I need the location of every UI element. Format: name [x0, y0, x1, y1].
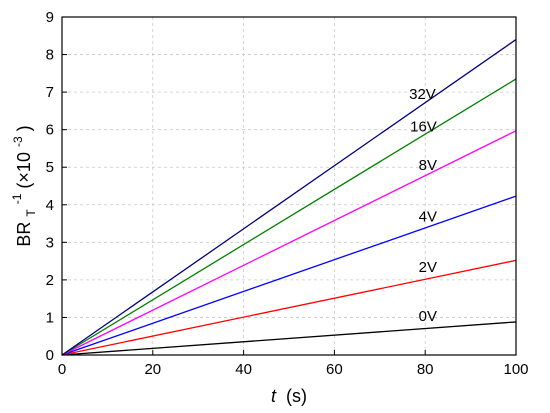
series-line-32V	[61, 38, 517, 356]
x-tick-label: 60	[326, 361, 343, 378]
x-axis-variable: t	[271, 386, 277, 406]
y-axis-base: BR	[14, 222, 34, 247]
series-labels: 0V 2V 4V 8V 16V 32V	[409, 86, 437, 325]
series-label-4V: 4V	[419, 209, 437, 226]
y-tick-label: 1	[46, 309, 54, 326]
x-axis-title: t (s)	[271, 386, 307, 406]
y-tick-label: 0	[46, 347, 54, 364]
x-tick-label: 80	[417, 361, 434, 378]
x-tick-label: 40	[235, 361, 252, 378]
y-tick-label: 5	[46, 159, 54, 176]
series-lines	[61, 38, 517, 356]
y-axis-title: BR T -1 (×10 -3 )	[5, 125, 39, 246]
series-label-0V: 0V	[419, 308, 437, 325]
y-tick-label: 8	[46, 47, 54, 64]
y-tick-label: 2	[46, 272, 54, 289]
series-line-0V	[61, 321, 517, 356]
series-line-16V	[61, 78, 517, 356]
x-tick-label: 0	[58, 361, 66, 378]
series-label-16V: 16V	[410, 119, 437, 136]
y-axis-factor-close: )	[14, 125, 34, 131]
x-tick-label: 100	[503, 361, 528, 378]
grid-lines	[62, 17, 516, 355]
y-tick-label: 7	[46, 84, 54, 101]
y-tick-label: 6	[46, 122, 54, 139]
series-line-4V	[61, 195, 517, 356]
series-label-8V: 8V	[419, 157, 437, 174]
x-axis-unit: (s)	[286, 386, 307, 406]
axis-ticks: 0 20 40 60 80 100 0 1 2 3 4 5 6 7 8 9	[46, 9, 529, 378]
y-tick-label: 9	[46, 9, 54, 26]
y-axis-factor-exp: -3	[11, 136, 25, 147]
series-line-8V	[61, 130, 517, 356]
y-axis-factor-open: (×10	[14, 152, 34, 189]
series-label-32V: 32V	[409, 86, 436, 103]
series-label-2V: 2V	[419, 259, 437, 276]
y-axis-subscript: T	[24, 209, 38, 217]
y-tick-label: 4	[46, 197, 54, 214]
y-axis-superscript: -1	[10, 193, 24, 204]
x-tick-label: 20	[144, 361, 161, 378]
series-line-2V	[61, 259, 517, 356]
plot-frame	[61, 16, 517, 356]
y-tick-label: 3	[46, 234, 54, 251]
